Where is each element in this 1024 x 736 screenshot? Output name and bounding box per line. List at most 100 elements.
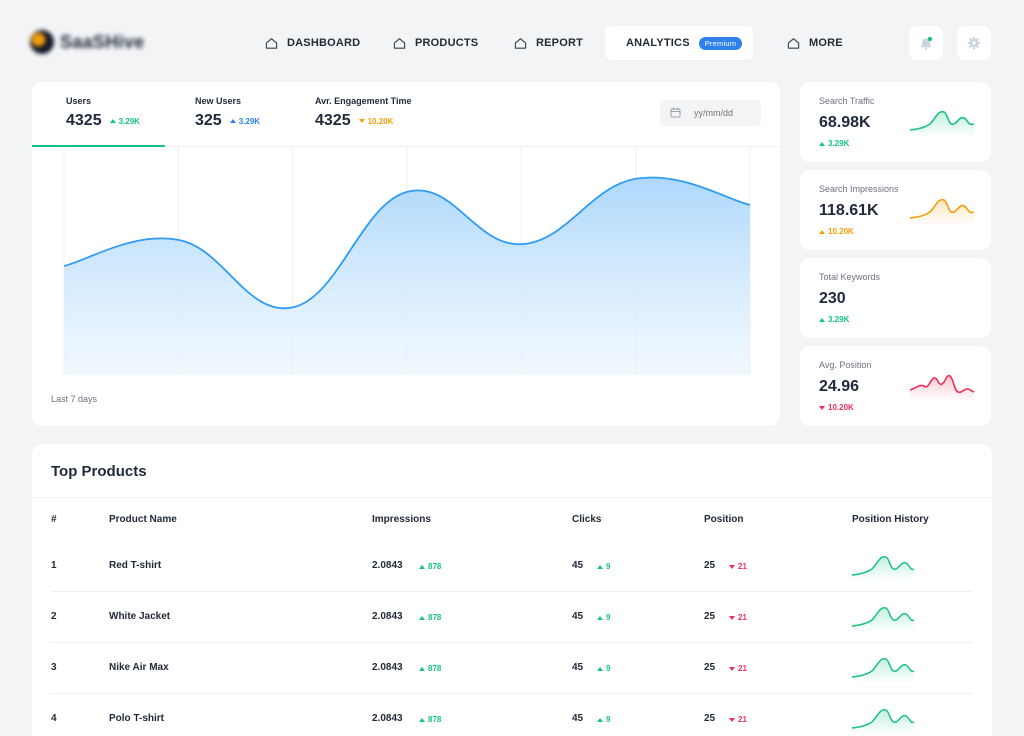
row-position-sparkline	[851, 657, 915, 683]
arrow-up-icon	[419, 666, 425, 671]
row-clicks-delta: 9	[597, 613, 610, 622]
metric-users-tab[interactable]: Users 4325 3.29K	[66, 96, 140, 130]
column-header-position[interactable]: Position	[704, 514, 744, 525]
app-logo[interactable]: SaaSHive	[30, 30, 144, 54]
row-divider	[51, 693, 972, 694]
nav-item-label: ANALYTICS	[626, 37, 690, 49]
top-products-card: Top Products # Product Name Impressions …	[32, 444, 992, 736]
row-position: 25	[704, 560, 716, 571]
row-impressions: 2.0843	[372, 560, 403, 571]
metric-label: Users	[66, 96, 92, 106]
table-row[interactable]: 3 Nike Air Max 2.0843 878 45 9 25 21	[32, 643, 992, 694]
metric-delta: 3.29K	[109, 117, 140, 126]
arrow-up-icon	[819, 229, 825, 234]
premium-badge: Premium	[698, 36, 743, 50]
column-header-rank[interactable]: #	[51, 514, 57, 525]
gear-icon	[967, 36, 981, 50]
stat-delta: 3.29K	[819, 315, 849, 324]
nav-item-more[interactable]: MORE	[775, 26, 855, 60]
table-row[interactable]: 4 Polo T-shirt 2.0843 878 45 9 25 21	[32, 694, 992, 736]
nav-item-analytics[interactable]: ANALYTICS Premium	[605, 26, 753, 60]
arrow-up-icon	[597, 564, 603, 569]
arrow-up-icon	[229, 119, 236, 123]
metric-new-users-tab[interactable]: New Users 325 3.29K	[195, 96, 260, 130]
settings-button[interactable]	[957, 26, 991, 60]
arrow-down-icon	[729, 564, 735, 569]
bell-icon	[921, 36, 933, 50]
nav-item-dashboard[interactable]: DASHBOARD	[253, 26, 372, 60]
users-area-chart	[63, 147, 751, 375]
nav-item-label: DASHBOARD	[287, 37, 361, 49]
row-product-name[interactable]: Red T-shirt	[109, 560, 162, 571]
arrow-up-icon	[109, 119, 116, 123]
metric-value: 325	[195, 112, 222, 129]
top-products-title: Top Products	[51, 463, 147, 480]
row-clicks-delta: 9	[597, 715, 610, 724]
row-position-delta: 21	[729, 562, 747, 571]
chart-period-label: Last 7 days	[51, 394, 98, 404]
home-icon	[265, 37, 278, 49]
column-header-clicks[interactable]: Clicks	[572, 514, 602, 525]
row-divider	[51, 591, 972, 592]
nav-item-products[interactable]: PRODUCTS	[381, 26, 490, 60]
chart-series-line	[63, 176, 751, 310]
row-rank: 4	[51, 713, 57, 724]
nav-item-label: PRODUCTS	[415, 37, 479, 49]
nav-item-label: REPORT	[536, 37, 584, 49]
stat-delta: 10.20K	[819, 227, 854, 236]
arrow-down-icon	[729, 717, 735, 722]
row-impressions-delta: 878	[419, 664, 441, 673]
row-position-delta: 21	[729, 715, 747, 724]
row-divider	[51, 642, 972, 643]
row-position-delta: 21	[729, 664, 747, 673]
notifications-button[interactable]	[909, 26, 943, 60]
tabs-divider	[32, 146, 780, 147]
stat-card-search-traffic[interactable]: Search Traffic 68.98K 3.29K	[800, 82, 991, 162]
arrow-down-icon	[358, 119, 365, 123]
row-position: 25	[704, 611, 716, 622]
calendar-icon	[670, 107, 681, 118]
stat-label: Search Impressions	[819, 184, 899, 194]
logo-text: SaaSHive	[60, 31, 145, 52]
chart-area	[64, 177, 750, 375]
arrow-up-icon	[419, 717, 425, 722]
metric-engagement-tab[interactable]: Avr. Engagement Time 4325 10.20K	[315, 96, 412, 130]
stat-card-total-keywords[interactable]: Total Keywords 230 3.29K	[800, 258, 991, 338]
row-impressions: 2.0843	[372, 662, 403, 673]
column-header-position-history[interactable]: Position History	[852, 514, 929, 525]
home-icon	[393, 37, 406, 49]
stat-card-avg-position[interactable]: Avg. Position 24.96 10.20K	[800, 346, 991, 426]
home-icon	[514, 37, 527, 49]
stat-card-search-impressions[interactable]: Search Impressions 118.61K 10.20K	[800, 170, 991, 250]
arrow-down-icon	[729, 615, 735, 620]
stat-label: Total Keywords	[819, 272, 881, 282]
row-impressions-delta: 878	[419, 562, 441, 571]
metric-delta: 3.29K	[229, 117, 260, 126]
date-input[interactable]	[660, 100, 761, 126]
metric-label: Avr. Engagement Time	[315, 96, 412, 106]
column-header-impressions[interactable]: Impressions	[372, 514, 431, 525]
arrow-down-icon	[729, 666, 735, 671]
row-position: 25	[704, 662, 716, 673]
row-position-sparkline	[851, 606, 915, 632]
row-clicks-delta: 9	[597, 664, 610, 673]
home-icon	[787, 37, 800, 49]
nav-item-report[interactable]: REPORT	[502, 26, 595, 60]
row-product-name[interactable]: Nike Air Max	[109, 662, 169, 673]
row-impressions-delta: 878	[419, 613, 441, 622]
table-row[interactable]: 2 White Jacket 2.0843 878 45 9 25 21	[32, 592, 992, 643]
row-product-name[interactable]: White Jacket	[109, 611, 171, 622]
row-impressions-delta: 878	[419, 715, 441, 724]
metric-label: New Users	[195, 96, 242, 106]
table-row[interactable]: 1 Red T-shirt 2.0843 878 45 9 25 21	[32, 541, 992, 592]
column-header-product-name[interactable]: Product Name	[109, 514, 177, 525]
arrow-up-icon	[819, 141, 825, 146]
row-clicks: 45	[572, 713, 584, 724]
row-product-name[interactable]: Polo T-shirt	[109, 713, 164, 724]
arrow-up-icon	[819, 317, 825, 322]
row-position: 25	[704, 713, 716, 724]
row-clicks: 45	[572, 662, 584, 673]
row-impressions: 2.0843	[372, 611, 403, 622]
sparkline-search-impressions	[909, 198, 975, 226]
row-position-sparkline	[851, 555, 915, 581]
